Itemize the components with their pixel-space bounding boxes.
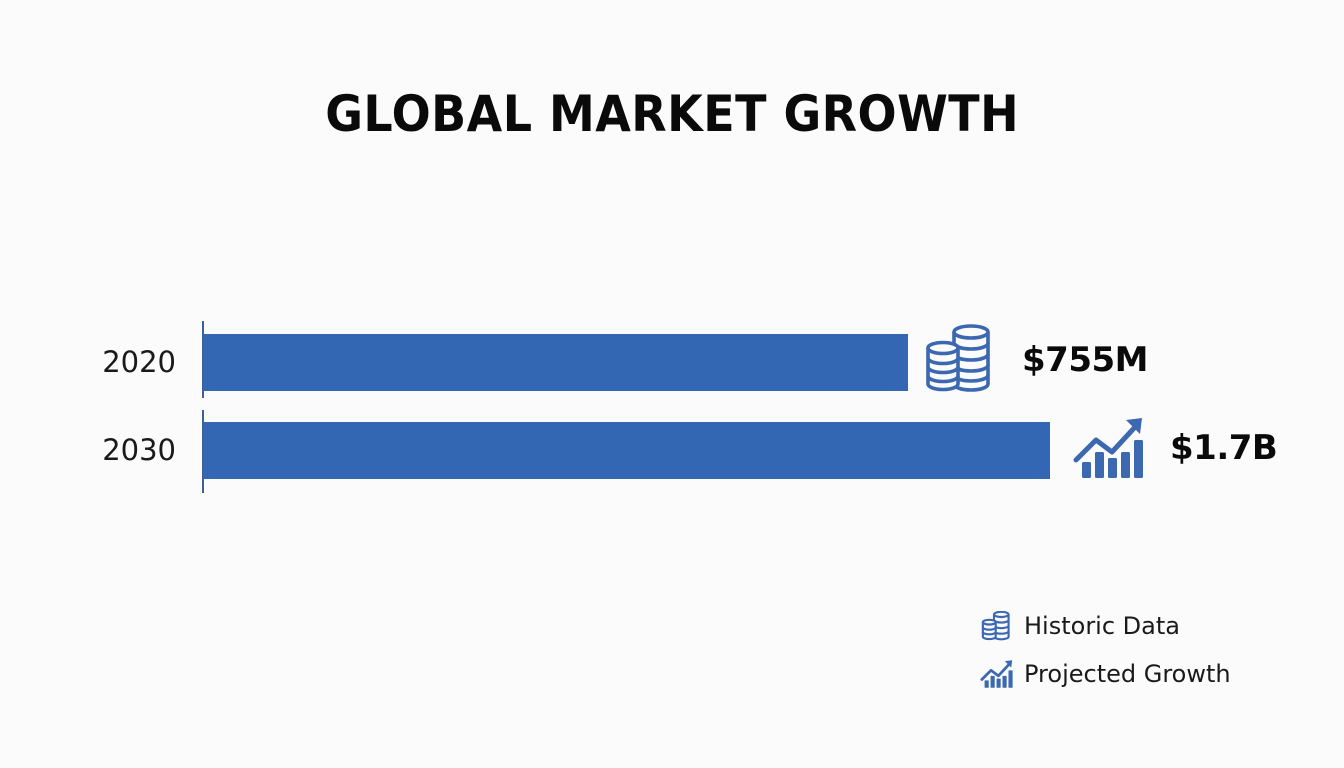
legend-label: Projected Growth	[1024, 660, 1231, 688]
growth-chart-icon	[980, 660, 1013, 688]
coins-stack-icon	[926, 324, 990, 392]
category-label-2020: 2020	[102, 345, 176, 379]
growth-chart-icon	[1073, 418, 1143, 478]
legend-item-historic-data: Historic Data	[980, 608, 1180, 644]
chart-title: GLOBAL MARKET GROWTH	[325, 85, 1020, 143]
bar-2030	[203, 422, 1050, 479]
category-label-2030: 2030	[102, 433, 176, 467]
legend-item-projected-growth: Projected Growth	[980, 656, 1231, 692]
bar-2020	[203, 334, 908, 391]
legend-label: Historic Data	[1024, 612, 1180, 640]
value-label-2020: $755M	[1022, 340, 1148, 380]
value-label-2030: $1.7B	[1170, 428, 1278, 468]
coins-stack-icon	[981, 611, 1010, 641]
